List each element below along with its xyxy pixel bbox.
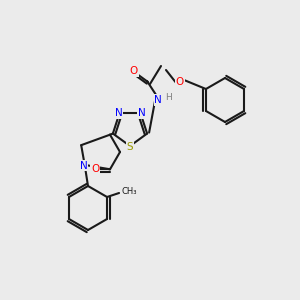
Text: O: O	[130, 66, 138, 76]
Text: CH₃: CH₃	[121, 188, 136, 196]
Text: O: O	[91, 164, 99, 174]
Text: O: O	[176, 77, 184, 87]
Text: N: N	[138, 108, 146, 118]
Text: N: N	[154, 95, 162, 105]
Text: S: S	[127, 142, 133, 152]
Text: H: H	[165, 94, 171, 103]
Text: N: N	[80, 161, 88, 171]
Text: N: N	[115, 108, 122, 118]
